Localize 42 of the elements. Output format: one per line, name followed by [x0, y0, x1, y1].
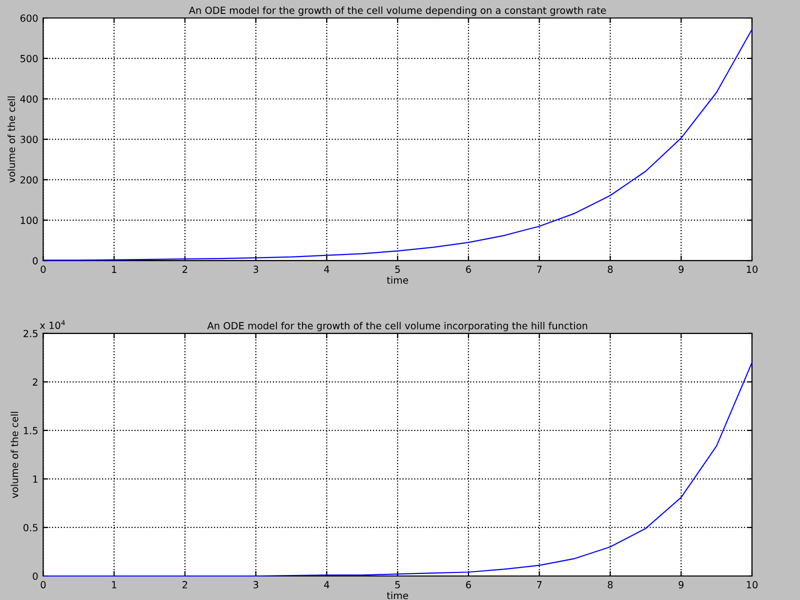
x-tick-label: 6 — [466, 266, 471, 273]
x-tick-label: 7 — [537, 266, 542, 273]
x-tick-label: 3 — [253, 581, 258, 588]
x-tick-label: 9 — [678, 266, 684, 273]
y-tick-label: 600 — [20, 14, 38, 22]
x-tick-label: 4 — [324, 581, 330, 588]
x-axis-title: time — [386, 276, 408, 284]
y-tick-label: 0 — [32, 257, 38, 264]
y-tick-label: 400 — [20, 95, 38, 103]
y-axis-title: volume of the cell — [10, 412, 18, 498]
x-tick-label: 1 — [112, 266, 116, 273]
y-tick-label: 1 — [33, 476, 38, 483]
y-tick-label: 0.5 — [24, 524, 38, 532]
chart-title: An ODE model for the growth of the cell volume incorporating the hill function — [207, 322, 588, 332]
x-tick-label: 6 — [466, 581, 471, 588]
chart-title: An ODE model for the growth of the cell volume depending on a constant growth rate — [188, 6, 606, 16]
x-tick-label: 8 — [608, 581, 613, 588]
y-tick-label: 100 — [20, 216, 38, 224]
y-tick-label: 200 — [20, 176, 38, 184]
x-tick-label: 7 — [537, 581, 542, 588]
y-tick-label: 2 — [32, 378, 38, 386]
y-tick-label: 0 — [32, 572, 38, 580]
text: x 10$^{4}$ — [40, 320, 65, 330]
x-tick-label: 2 — [182, 266, 188, 273]
x-tick-label: 0 — [40, 581, 46, 588]
y-tick-label: 1.5 — [24, 427, 38, 434]
x-tick-label: 3 — [253, 266, 258, 273]
x-tick-label: 2 — [182, 581, 188, 588]
y-tick-label: 500 — [20, 54, 38, 62]
x-tick-label: 8 — [608, 266, 613, 273]
x-tick-label: 5 — [395, 266, 400, 273]
y-tick-label: 2.5 — [24, 330, 38, 338]
y-axis-title: volume of the cell — [8, 96, 16, 183]
y-tick-label: 300 — [20, 136, 38, 144]
x-tick-label: 1 — [112, 581, 116, 588]
x-tick-label: 4 — [324, 266, 330, 273]
x-tick-label: 9 — [678, 581, 684, 588]
x-tick-label: 5 — [395, 581, 400, 588]
x-tick-label: 10 — [746, 581, 758, 588]
x-axis-title: time — [386, 592, 408, 600]
x-tick-label: 0 — [40, 266, 46, 273]
x-tick-label: 10 — [746, 266, 758, 273]
